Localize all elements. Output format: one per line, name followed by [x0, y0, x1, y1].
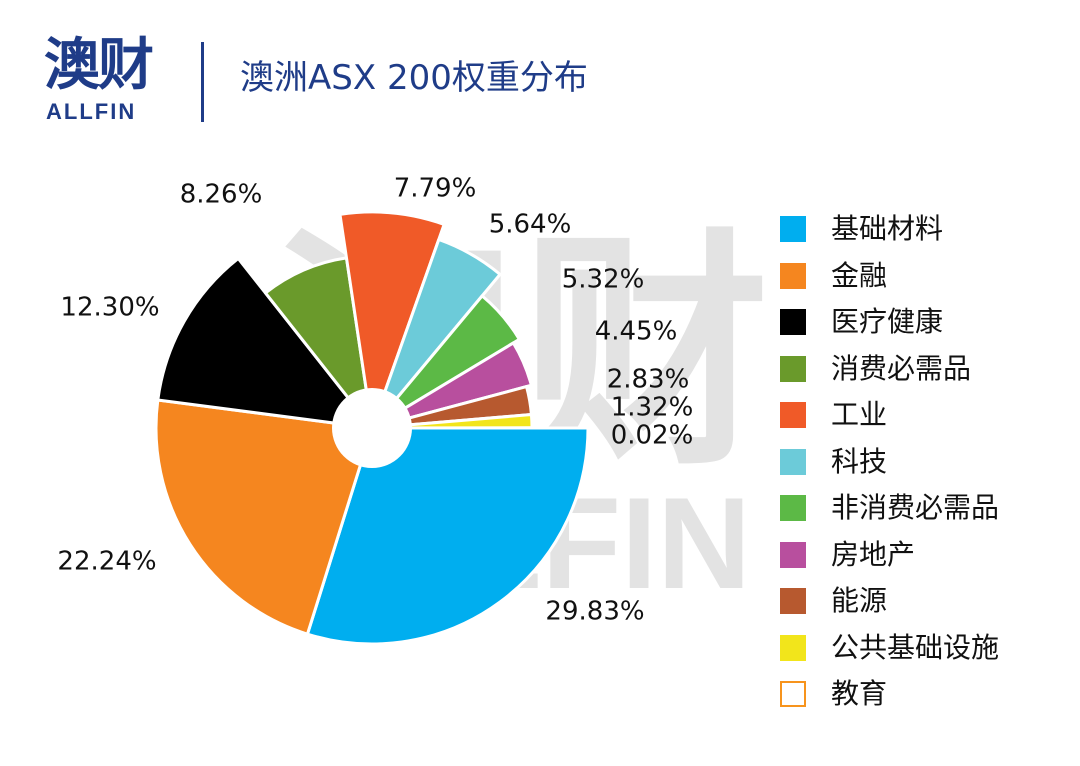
- legend-label: 教育: [831, 677, 888, 711]
- brand-logo-text: ALLFIN: [46, 99, 137, 124]
- legend-label: 非消费必需品: [831, 491, 1000, 525]
- legend-item: 工业: [780, 392, 999, 439]
- legend-swatch: [780, 495, 806, 522]
- legend-item: 教育: [780, 671, 999, 718]
- legend-item: 科技: [780, 439, 999, 486]
- legend-swatch: [780, 588, 806, 615]
- legend-label: 金融: [831, 258, 888, 292]
- legend-label: 房地产: [831, 537, 916, 571]
- pie-slice: [263, 256, 374, 430]
- legend-item: 非消费必需品: [780, 485, 999, 532]
- pie-slice: [370, 237, 502, 430]
- pie-slice: [370, 341, 533, 430]
- data-label: 0.02%: [611, 421, 694, 451]
- brand-logo: 澳财: [44, 33, 154, 98]
- donut-hole: [332, 388, 412, 468]
- data-label: 2.83%: [607, 365, 690, 395]
- legend-swatch: [780, 309, 806, 336]
- legend-swatch: [780, 448, 806, 475]
- legend-swatch: [780, 216, 806, 243]
- data-label: 5.64%: [489, 210, 572, 240]
- legend-item: 能源: [780, 578, 999, 625]
- pie-slice: [370, 294, 521, 430]
- legend-item: 公共基础设施: [780, 625, 999, 672]
- pie-slice: [156, 256, 374, 430]
- data-label: 5.32%: [562, 265, 645, 295]
- legend-swatch: [780, 634, 806, 661]
- data-label: 8.26%: [180, 180, 263, 210]
- legend-swatch: [780, 262, 806, 289]
- legend: 基础材料金融医疗健康消费必需品工业科技非消费必需品 房地产能源公共基础设施 教育: [780, 206, 999, 718]
- legend-item: 房地产: [780, 532, 999, 579]
- pie-slice: [338, 210, 446, 430]
- header-divider: [201, 42, 204, 122]
- data-label: 22.24%: [57, 547, 156, 577]
- legend-item: 金融: [780, 253, 999, 300]
- pie-slices: [154, 210, 590, 646]
- pie-slice: [305, 426, 590, 646]
- pie-slice: [154, 398, 374, 636]
- legend-swatch: [780, 355, 806, 382]
- data-label: 7.79%: [394, 174, 477, 204]
- legend-label: 消费必需品: [831, 351, 972, 385]
- legend-label: 基础材料: [831, 212, 944, 246]
- legend-swatch: [780, 541, 806, 568]
- page-title: 澳洲ASX 200权重分布: [240, 58, 588, 98]
- legend-item: 基础材料: [780, 206, 999, 253]
- data-labels: 29.83% 22.24% 12.30% 8.26% 7.79% 5.64% 5.32% 4.…: [57, 174, 693, 627]
- data-label: 1.32%: [611, 393, 694, 423]
- legend-swatch: [780, 681, 806, 708]
- data-label: 12.30%: [60, 293, 159, 323]
- legend-label: 科技: [831, 444, 888, 478]
- legend-label: 医疗健康: [831, 305, 944, 339]
- data-label: 29.83%: [545, 597, 644, 627]
- legend-label: 能源: [831, 584, 888, 618]
- legend-item: 医疗健康: [780, 299, 999, 346]
- legend-item: 消费必需品: [780, 346, 999, 393]
- header: 澳财 ALLFIN 澳洲ASX 200权重分布: [0, 0, 1080, 140]
- data-label: 4.45%: [595, 317, 678, 347]
- legend-swatch: [780, 402, 806, 429]
- legend-label: 工业: [831, 398, 888, 432]
- legend-label: 公共基础设施: [831, 630, 1000, 664]
